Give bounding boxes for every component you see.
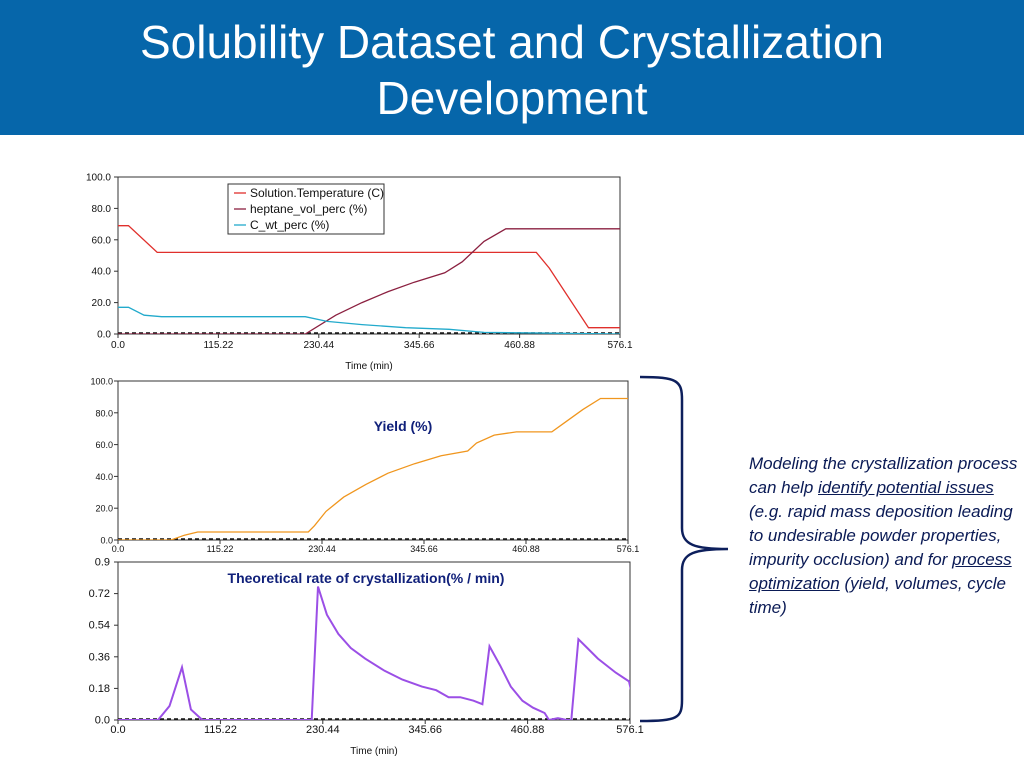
x-tick-label: 345.66 — [408, 724, 442, 736]
y-tick-label: 0.72 — [89, 588, 110, 600]
caption-identify-issues: identify potential issues — [818, 478, 994, 497]
x-tick-label: 345.66 — [410, 544, 438, 554]
x-tick-label: 345.66 — [404, 340, 435, 351]
x-tick-label: 115.22 — [207, 544, 234, 554]
y-tick-label: 40.0 — [92, 267, 112, 278]
caption-text-2: (e.g. rapid mass deposition leading to u… — [749, 502, 1013, 569]
y-tick-label: 60.0 — [95, 440, 113, 450]
legend-label-0: Solution.Temperature (C) — [250, 186, 384, 200]
slide-title-line2: Development — [376, 72, 648, 124]
x-tick-label: 460.88 — [511, 724, 545, 736]
y-tick-label: 0.0 — [100, 536, 113, 546]
x-tick-label: 230.44 — [308, 544, 336, 554]
series-line-0 — [118, 586, 630, 720]
x-axis-label: Time (min) — [350, 746, 397, 757]
series-line-2 — [118, 306, 620, 334]
chart-title: Theoretical rate of crystallization(% / … — [228, 570, 505, 586]
y-tick-label: 80.0 — [95, 408, 113, 418]
title-bar: Solubility Dataset and Crystallization D… — [0, 0, 1024, 135]
legend-box — [227, 183, 385, 235]
y-tick-label: 0.0 — [95, 715, 110, 727]
y-tick-label: 100.0 — [86, 173, 111, 184]
x-axis-label: Time (min) — [345, 361, 392, 372]
x-tick-label: 576.1 — [607, 340, 632, 351]
x-tick-label: 576.1 — [616, 724, 644, 736]
slide-title: Solubility Dataset and Crystallization D… — [0, 14, 1024, 126]
y-tick-label: 0.0 — [97, 330, 111, 341]
x-tick-label: 0.0 — [110, 724, 125, 736]
composition-chart: 0.0 20.0 40.0 60.0 80.0 100.0 0.0 115.22 230.44 3… — [86, 173, 633, 373]
y-tick-label: 60.0 — [92, 235, 112, 246]
rate-chart: 0.0 0.18 0.36 0.54 0.72 0.9 0.0 115.22 230.44 345… — [89, 557, 644, 758]
plot-frame — [117, 561, 631, 721]
caption-text-3: (yield, volumes, cycle time) — [749, 574, 1006, 617]
y-tick-label: 80.0 — [92, 204, 112, 215]
series-line-0 — [118, 225, 620, 329]
x-tick-label: 460.88 — [512, 544, 540, 554]
y-tick-label: 0.18 — [89, 683, 110, 695]
chart-title: Yield (%) — [374, 418, 433, 434]
x-tick-label: 230.44 — [306, 724, 340, 736]
x-tick-label: 0.0 — [111, 340, 125, 351]
x-tick-label: 115.22 — [203, 340, 233, 351]
caption-text-1: Modeling the crystallization process can… — [749, 454, 1018, 497]
caption: Modeling the crystallization process can… — [749, 452, 1024, 620]
y-tick-label: 0.36 — [89, 651, 110, 663]
y-tick-label: 40.0 — [95, 472, 113, 482]
x-tick-label: 0.0 — [112, 544, 125, 554]
x-tick-label: 460.88 — [504, 340, 535, 351]
y-tick-label: 0.54 — [89, 620, 110, 632]
series-line-0 — [118, 397, 628, 540]
y-tick-label: 20.0 — [95, 504, 113, 514]
y-tick-label: 100.0 — [90, 377, 113, 387]
y-tick-label: 0.9 — [95, 557, 110, 569]
x-tick-label: 576.1 — [617, 544, 640, 554]
caption-process-optimization: process optimization — [749, 550, 1012, 593]
legend-label-1: heptane_vol_perc (%) — [250, 202, 367, 216]
x-tick-label: 230.44 — [304, 340, 335, 351]
y-tick-label: 20.0 — [92, 298, 112, 309]
legend-label-2: C_wt_perc (%) — [250, 218, 329, 232]
plot-frame — [117, 380, 629, 541]
x-tick-label: 115.22 — [204, 724, 237, 736]
curly-brace — [639, 375, 729, 723]
slide-title-line1: Solubility Dataset and Crystallization — [139, 16, 885, 68]
yield-chart: 0.0 20.0 40.0 60.0 80.0 100.0 0.0 115.22 230.44 3… — [90, 377, 639, 555]
